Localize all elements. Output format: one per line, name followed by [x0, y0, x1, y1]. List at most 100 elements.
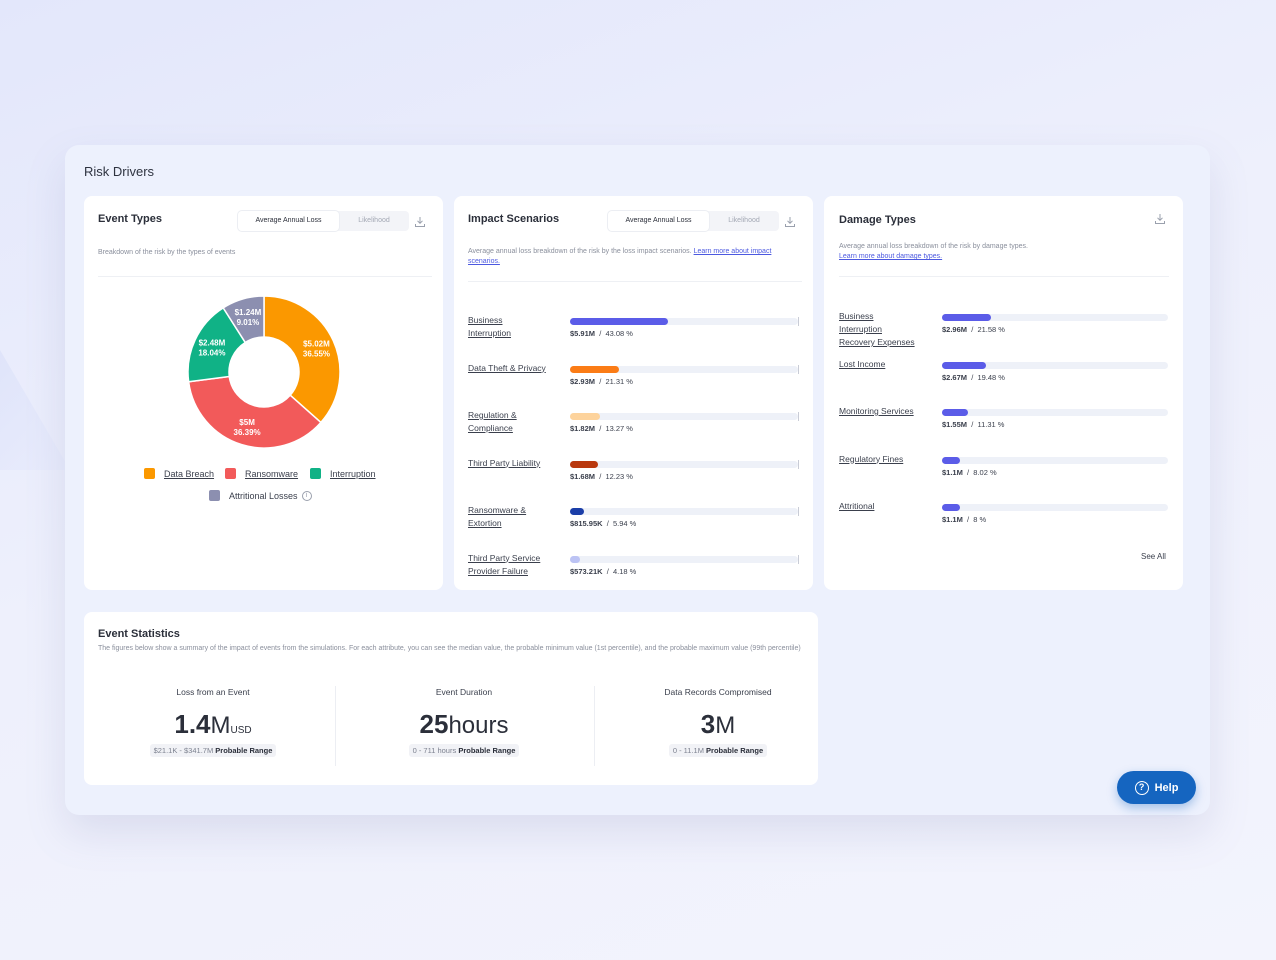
bar-separator: /	[595, 329, 606, 338]
impact-scenarios-toggle: Average Annual Loss Likelihood	[608, 211, 779, 231]
bar-value: $573.21K / 4.18 %	[570, 567, 636, 576]
bar-separator: /	[967, 325, 978, 334]
event-types-divider	[98, 276, 432, 277]
event-types-description: Breakdown of the risk by the types of ev…	[98, 249, 236, 256]
stat-data-records-compromised: Data Records Compromised 3M 0 - 11.1M Pr…	[589, 687, 847, 758]
legend-item-data-breach[interactable]: Data Breach	[144, 468, 214, 479]
stat-value: 1.4MUSD	[84, 709, 342, 740]
row-label-line: Interruption	[839, 324, 882, 334]
row-label-line: Provider Failure	[468, 565, 528, 576]
help-button-label: Help	[1154, 781, 1179, 794]
see-all-link[interactable]: See All	[1141, 552, 1166, 561]
row-label-line: Compliance	[468, 423, 513, 433]
bar-amount: $1.68M	[570, 471, 596, 481]
toggle-average-annual-loss[interactable]: Average Annual Loss	[238, 211, 339, 231]
row-label[interactable]: Regulatory Fines	[839, 453, 903, 466]
row-label[interactable]: Monitoring Services	[839, 405, 914, 418]
bar-percent: 4.18 %	[612, 566, 637, 576]
donut-value-label: $5.02M	[303, 339, 330, 348]
bar-percent: 12.23 %	[605, 471, 633, 481]
donut-slice-ransomware[interactable]	[187, 375, 322, 449]
row-label[interactable]: Attritional	[839, 500, 874, 513]
bar-amount: $815.95K	[570, 519, 603, 528]
download-icon[interactable]	[1154, 213, 1166, 225]
stat-currency: USD	[230, 725, 252, 736]
impact-scenarios-title: Impact Scenarios	[468, 213, 560, 225]
toggle-likelihood[interactable]: Likelihood	[728, 217, 760, 224]
download-icon[interactable]	[414, 216, 426, 228]
bar-track	[942, 314, 1168, 321]
risk-drivers-panel: Risk Drivers Event Types Average Annual …	[65, 145, 1210, 815]
row-label-line: Regulatory Fines	[839, 453, 904, 464]
row-label-line: Data Theft & Privacy	[468, 362, 546, 373]
bar-track	[570, 413, 798, 420]
legend-swatch	[310, 468, 321, 479]
stat-label: Loss from an Event	[176, 687, 250, 697]
toggle-likelihood[interactable]: Likelihood	[358, 217, 390, 224]
stat-unit: M	[715, 712, 736, 739]
event-types-toggle: Average Annual Loss Likelihood	[238, 211, 409, 231]
bar-amount: $2.93M	[570, 376, 596, 386]
bar-fill	[942, 504, 961, 511]
row-label[interactable]: Third Party Liability	[468, 457, 540, 470]
bar-fill	[570, 318, 669, 325]
bar-amount: $573.21K	[570, 566, 603, 576]
help-button[interactable]: ? Help	[1117, 771, 1196, 804]
row-label[interactable]: Lost Income	[839, 358, 885, 371]
damage-types-divider	[839, 276, 1169, 277]
stat-unit: M	[210, 712, 231, 739]
row-label[interactable]: Ransomware & Extortion	[468, 504, 526, 530]
bar-percent: 43.08 %	[605, 329, 633, 338]
bar-separator: /	[595, 424, 606, 433]
row-label[interactable]: Third Party Service Provider Failure	[468, 552, 540, 578]
legend-item-ransomware[interactable]: Ransomware	[225, 468, 298, 479]
impact-scenarios-description: Average annual loss breakdown of the ris…	[468, 247, 803, 267]
bar-separator: /	[962, 467, 974, 477]
donut-slice-data-breach[interactable]	[263, 295, 341, 424]
row-label[interactable]: Data Theft & Privacy	[468, 362, 546, 375]
bar-percent: 5.94 %	[612, 519, 637, 528]
bar-separator: /	[962, 515, 974, 524]
learn-more-damage-types-link[interactable]: Learn more about damage types.	[839, 253, 943, 260]
learn-more-impact-scenarios-link[interactable]: Learn more about impact scenarios.	[468, 248, 772, 265]
bar-value: $2.96M / 21.58 %	[942, 325, 1005, 334]
event-statistics-card: Event Statistics The figures below show …	[84, 612, 818, 785]
bar-amount: $2.96M	[942, 325, 968, 334]
bar-separator: /	[595, 376, 606, 386]
donut-value-label: $2.48M	[199, 339, 226, 348]
bar-fill	[942, 409, 968, 416]
donut-percent-label: 36.39%	[234, 428, 261, 437]
description-text: Average annual loss breakdown of the ris…	[839, 243, 1028, 250]
bar-end-tick	[798, 412, 799, 421]
bar-percent: 8.02 %	[973, 467, 997, 477]
stat-label: Event Duration	[435, 687, 493, 697]
bar-separator: /	[967, 420, 978, 429]
row-label[interactable]: Regulation & Compliance	[468, 409, 517, 435]
event-types-card: Event Types Average Annual Loss Likeliho…	[84, 196, 443, 590]
stat-label: Data Records Compromised	[664, 687, 772, 697]
row-label[interactable]: Business Interruption	[468, 314, 511, 340]
toggle-average-annual-loss[interactable]: Average Annual Loss	[608, 211, 709, 231]
bar-fill	[942, 456, 961, 464]
question-circle-icon: ?	[1134, 780, 1149, 795]
legend-item-attritional-losses[interactable]: Attritional Losses i	[209, 490, 312, 501]
donut-slice-attritional-losses[interactable]	[222, 295, 265, 344]
legend-item-interruption[interactable]: Interruption	[310, 468, 376, 479]
row-label-line: Interruption	[468, 328, 511, 338]
bar-amount: $5.91M	[570, 329, 596, 338]
bar-value: $2.67M / 19.48 %	[942, 373, 1005, 382]
legend-swatch	[209, 490, 220, 501]
bar-percent: 21.31 %	[605, 376, 633, 386]
info-icon[interactable]: i	[301, 490, 312, 501]
stat-number: 25	[419, 709, 449, 739]
bar-end-tick	[798, 364, 799, 374]
bar-percent: 8 %	[973, 515, 987, 524]
row-label[interactable]: Business Interruption Recovery Expenses	[839, 310, 915, 349]
download-icon[interactable]	[784, 216, 796, 228]
bar-percent: 11.31 %	[977, 420, 1005, 429]
range-value: $21.1K - $341.7M	[153, 746, 214, 755]
bar-track	[570, 555, 798, 563]
range-value: 0 - 11.1M	[672, 746, 704, 755]
bar-value: $1.68M / 12.23 %	[570, 472, 633, 481]
stat-probable-range: $21.1K - $341.7M Probable Range	[149, 744, 277, 757]
